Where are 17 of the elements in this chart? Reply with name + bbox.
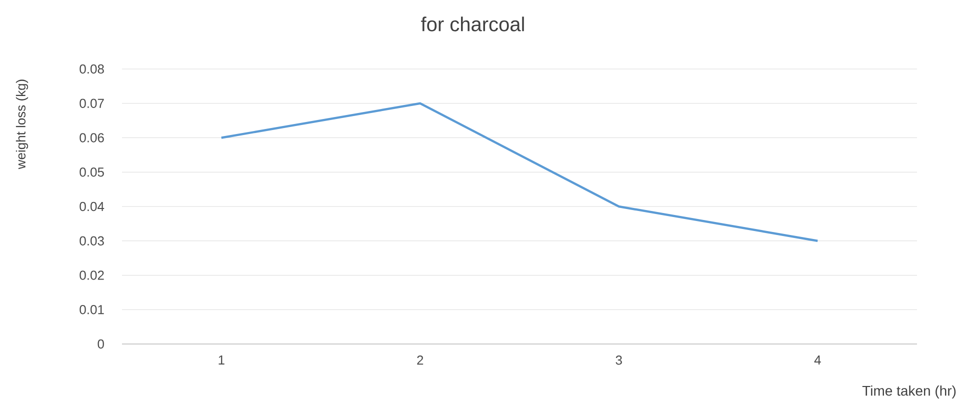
x-tick-label: 1: [218, 356, 224, 364]
y-tick-label: 0.02: [80, 270, 104, 280]
chart-title: for charcoal: [421, 16, 524, 32]
y-tick-label: 0.08: [80, 64, 104, 74]
x-axis-title: Time taken (hr): [862, 385, 956, 399]
y-tick-label: 0.04: [80, 202, 104, 212]
y-axis-title: weight loss (kg): [16, 80, 28, 170]
x-tick-label: 3: [616, 356, 622, 365]
y-tick-label: 0.05: [80, 168, 104, 177]
x-tick-label: 2: [417, 356, 424, 365]
y-tick-label: 0.03: [80, 236, 104, 246]
line-series: [220, 102, 819, 242]
y-tick-label: 0.01: [80, 305, 104, 314]
y-tick-label: 0: [98, 339, 104, 349]
y-tick-label: 0.07: [80, 98, 104, 108]
y-tick-label: 0.06: [80, 133, 104, 142]
x-tick-label: 4: [814, 356, 821, 364]
